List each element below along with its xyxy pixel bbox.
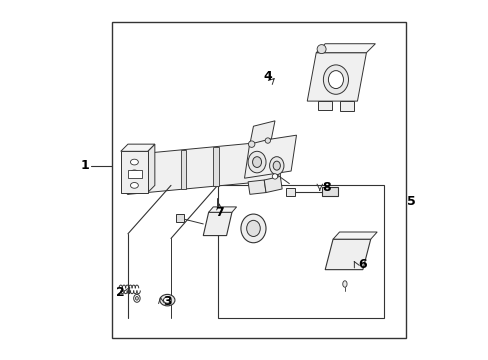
Text: 2: 2 — [116, 287, 125, 300]
Polygon shape — [306, 53, 366, 101]
Polygon shape — [339, 101, 353, 111]
Ellipse shape — [246, 220, 260, 237]
Text: 6: 6 — [358, 258, 366, 271]
Bar — [285, 188, 294, 196]
Ellipse shape — [273, 161, 280, 170]
Ellipse shape — [269, 157, 284, 175]
Polygon shape — [128, 140, 280, 194]
Ellipse shape — [130, 159, 138, 165]
Polygon shape — [247, 180, 265, 194]
Ellipse shape — [342, 281, 346, 287]
Polygon shape — [317, 101, 332, 110]
Polygon shape — [325, 239, 370, 270]
Ellipse shape — [247, 151, 265, 173]
Polygon shape — [316, 44, 375, 53]
Ellipse shape — [272, 174, 277, 179]
Ellipse shape — [323, 65, 348, 94]
Ellipse shape — [163, 297, 171, 303]
Polygon shape — [208, 207, 236, 212]
Text: 3: 3 — [163, 296, 171, 309]
Polygon shape — [332, 232, 376, 239]
Text: 8: 8 — [322, 181, 330, 194]
Polygon shape — [121, 144, 155, 151]
Polygon shape — [180, 150, 186, 189]
Polygon shape — [249, 121, 274, 144]
Polygon shape — [212, 147, 218, 186]
Ellipse shape — [124, 155, 132, 194]
Ellipse shape — [264, 138, 270, 143]
Polygon shape — [264, 176, 282, 193]
Text: 7: 7 — [215, 206, 224, 219]
Bar — [112, 22, 405, 338]
Ellipse shape — [252, 157, 261, 167]
Polygon shape — [147, 144, 155, 193]
Ellipse shape — [135, 297, 138, 300]
Bar — [128, 170, 142, 178]
Polygon shape — [121, 151, 147, 193]
Ellipse shape — [328, 71, 343, 89]
Polygon shape — [244, 135, 296, 178]
Ellipse shape — [317, 45, 325, 54]
Ellipse shape — [130, 170, 138, 176]
Ellipse shape — [160, 294, 175, 306]
Text: 5: 5 — [406, 195, 415, 208]
Text: 1: 1 — [81, 159, 89, 172]
Polygon shape — [203, 212, 231, 235]
Polygon shape — [321, 187, 337, 196]
Ellipse shape — [130, 183, 138, 188]
Ellipse shape — [248, 141, 254, 147]
Polygon shape — [176, 214, 183, 222]
Ellipse shape — [241, 214, 265, 243]
Text: 4: 4 — [263, 69, 272, 82]
